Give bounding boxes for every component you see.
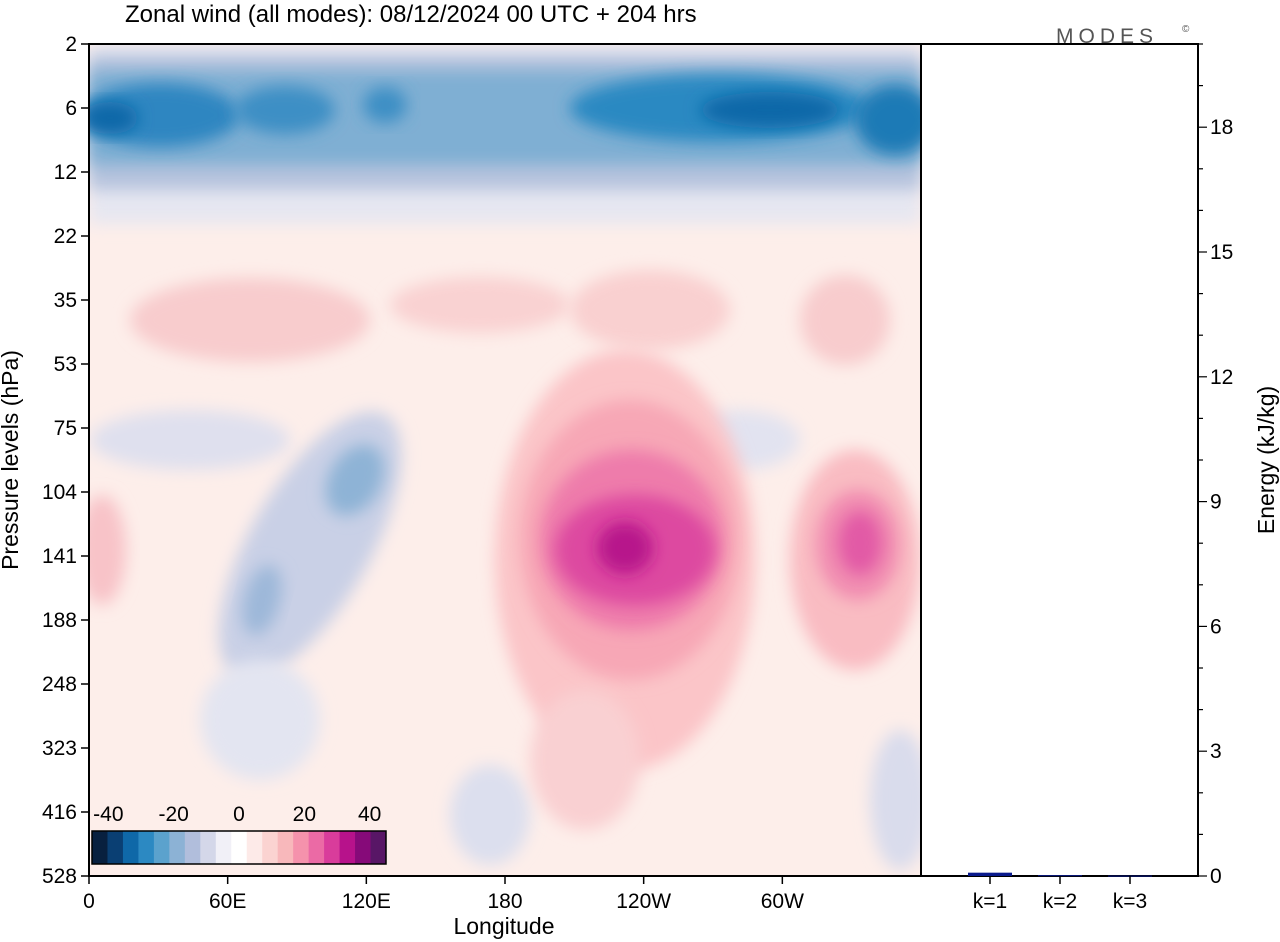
energy-tick-label: 0 (1210, 865, 1222, 888)
jet-0-west (89, 495, 126, 605)
jet-core-75e (235, 86, 335, 134)
colorbar-swatch (215, 831, 232, 864)
colorbar-tick-label: 20 (293, 803, 316, 826)
y-tick-label: 528 (42, 865, 77, 888)
energy-category-label: k=1 (973, 890, 1007, 913)
chart-title: Zonal wind (all modes): 08/12/2024 00 UT… (125, 1, 697, 28)
colorbar-tick-label: -40 (93, 803, 123, 826)
x-tick-label: 60W (761, 890, 804, 913)
y-tick-label: 6 (65, 97, 77, 120)
colorbar-swatch (92, 831, 108, 864)
energy-panel-frame (920, 43, 1199, 877)
jet-20w-core (838, 511, 882, 575)
colorbar-swatch (200, 831, 217, 864)
colorbar-swatch (138, 831, 155, 864)
colorbar-swatch (184, 831, 201, 864)
colorbar-frame (91, 830, 387, 865)
energy-axis-label: Energy (kJ/kg) (1253, 386, 1279, 534)
colorbar-swatch (122, 831, 139, 864)
x-tick-label: 60E (209, 890, 246, 913)
colorbar-swatch (339, 831, 356, 864)
logo-mark: © (1182, 24, 1190, 35)
energy-tick-label: 18 (1210, 116, 1233, 139)
colorbar: -40 -20 0 20 40 (91, 803, 387, 865)
easterly-416-a (450, 765, 530, 865)
y-axis-label: Pressure levels (hPa) (0, 350, 23, 570)
x-tick-label: 120W (616, 890, 671, 913)
easterly-core-120e (325, 444, 385, 516)
energy-tick-label: 3 (1210, 740, 1222, 763)
jet-core-0-inner (89, 102, 138, 134)
colorbar-swatch (246, 831, 263, 864)
colorbar-swatch (277, 831, 294, 864)
energy-tick-label: 6 (1210, 615, 1222, 638)
jet-core-0 (89, 83, 240, 147)
colorbar-tick-label: 40 (358, 803, 381, 826)
y-tick-label: 141 (42, 545, 77, 568)
colorbar-swatch (262, 831, 279, 864)
easterly-75 (90, 410, 290, 470)
westerly-35-a (130, 278, 370, 362)
easterly-core-75e (242, 564, 282, 636)
energy-tick-label: 9 (1210, 491, 1222, 514)
y-tick-label: 53 (54, 353, 77, 376)
jet-core-90w-inner (700, 92, 840, 128)
jet-120w-core (597, 522, 653, 574)
energy-category-label: k=2 (1043, 890, 1077, 913)
energy-bar-chart: 0 3 6 9 12 15 18 k=1 k=2 k=3 (968, 43, 1233, 913)
energy-tick-label: 15 (1210, 241, 1233, 264)
y-tick-label: 248 (42, 673, 77, 696)
westerly-35-c (570, 270, 730, 350)
y-tick-label: 22 (54, 225, 77, 248)
colorbar-swatch (231, 831, 248, 864)
y-tick-label: 416 (42, 801, 77, 824)
colorbar-swatch (355, 831, 372, 864)
modes-logo: MODES (1056, 25, 1158, 48)
x-tick-label: 180 (487, 890, 522, 913)
colorbar-tick-label: 0 (233, 803, 245, 826)
jet-core-20w (855, 85, 921, 155)
colorbar-swatch (324, 831, 341, 864)
y-tick-label: 2 (65, 33, 77, 56)
colorbar-swatch (169, 831, 186, 864)
easterly-416-b (870, 730, 921, 870)
y-tick-label: 12 (54, 161, 77, 184)
x-tick-label: 120E (342, 890, 391, 913)
jet-core-115e (363, 87, 407, 123)
x-axis: 0 60E 120E 180 120W 60W (83, 876, 804, 913)
westerly-35-d (800, 275, 890, 365)
energy-bar (968, 872, 1012, 876)
colorbar-swatch (370, 831, 387, 864)
x-tick-label: 0 (83, 890, 95, 913)
zonal-wind-heatmap (89, 44, 921, 876)
colorbar-swatch (293, 831, 310, 864)
y-tick-label: 104 (42, 481, 77, 504)
westerly-lower-180 (530, 690, 640, 830)
westerly-35-b (390, 277, 570, 333)
y-tick-label: 75 (54, 417, 77, 440)
colorbar-swatch (308, 831, 325, 864)
y-axis: 2 6 12 22 35 53 75 104 141 188 248 323 416 528 (42, 33, 89, 888)
y-tick-label: 323 (42, 737, 77, 760)
colorbar-tick-label: -20 (158, 803, 188, 826)
energy-category-label: k=3 (1113, 890, 1147, 913)
easterly-lower (200, 660, 320, 780)
y-tick-label: 35 (54, 289, 77, 312)
colorbar-swatch (153, 831, 170, 864)
colorbar-swatch (107, 831, 124, 864)
y-tick-label: 188 (42, 609, 77, 632)
x-axis-label: Longitude (453, 913, 554, 939)
energy-tick-label: 12 (1210, 366, 1233, 389)
energy-bar (1038, 875, 1082, 877)
